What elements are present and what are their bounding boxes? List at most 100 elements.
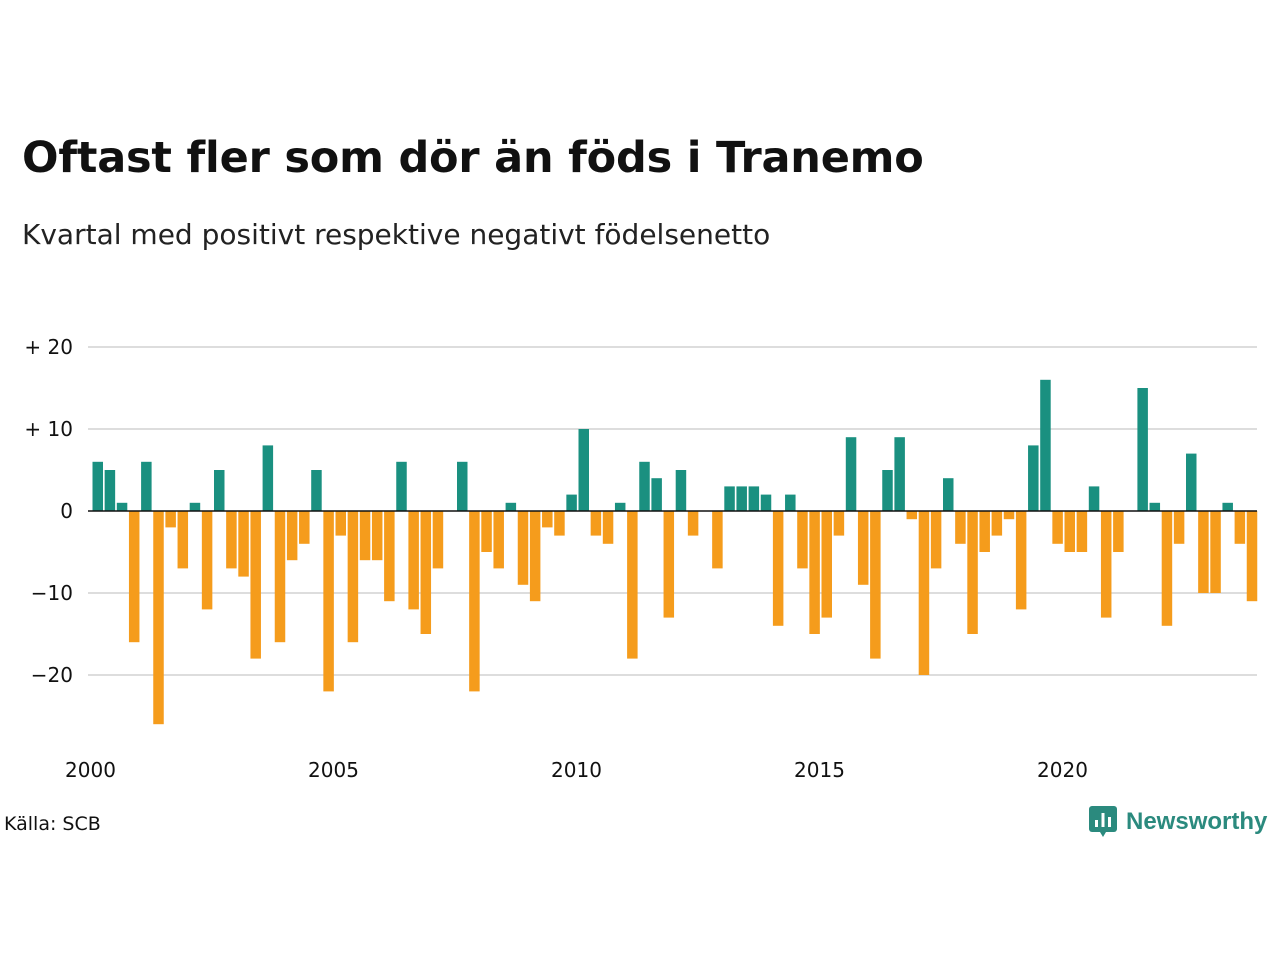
bar-negative	[359, 511, 371, 561]
bar-negative	[529, 511, 541, 602]
bar-negative	[772, 511, 784, 626]
bar-negative	[1064, 511, 1075, 552]
bar-negative	[712, 511, 723, 569]
bar-negative	[226, 511, 237, 569]
bar-positive	[116, 502, 128, 511]
bar-negative	[833, 511, 845, 536]
bar-positive	[1028, 445, 1039, 511]
bar-negative	[590, 511, 602, 536]
bar-negative	[1015, 511, 1027, 610]
bar-positive	[214, 470, 225, 511]
bar-negative	[918, 511, 930, 675]
y-tick-label: −10	[31, 581, 73, 605]
x-tick-label: 2020	[1037, 758, 1088, 782]
bar-negative	[797, 511, 808, 569]
bar-positive	[457, 461, 468, 511]
bar-positive	[845, 437, 857, 511]
bar-negative	[1246, 511, 1258, 602]
bar-positive	[505, 502, 517, 511]
bar-negative	[517, 511, 529, 585]
bar-negative	[177, 511, 189, 569]
bar-negative	[967, 511, 978, 634]
bar-negative	[335, 511, 346, 536]
bar-negative	[201, 511, 213, 610]
bar-negative	[542, 511, 553, 528]
chart-title: Oftast fler som dör än föds i Tranemo	[22, 133, 924, 183]
bar-negative	[809, 511, 820, 634]
bar-negative	[1052, 511, 1063, 544]
bar-positive	[882, 470, 893, 511]
bar-positive	[92, 461, 103, 511]
bar-negative	[384, 511, 395, 602]
bar-negative	[1161, 511, 1173, 626]
bar-negative	[274, 511, 286, 643]
bar-positive	[639, 461, 650, 511]
bar-negative	[1076, 511, 1088, 552]
bar-positive	[614, 502, 626, 511]
bar-negative	[1173, 511, 1185, 544]
y-tick-label: + 20	[24, 335, 73, 359]
bar-positive	[141, 461, 152, 511]
bar-negative	[1100, 511, 1112, 618]
bar-positive	[1137, 388, 1148, 511]
bar-negative	[955, 511, 966, 544]
bar-negative	[1113, 511, 1124, 552]
bar-negative	[347, 511, 359, 643]
bar-positive	[943, 478, 954, 511]
bar-negative	[1234, 511, 1246, 544]
bar-negative	[663, 511, 675, 618]
bar-negative	[165, 511, 176, 528]
bar-negative	[906, 511, 918, 520]
bars	[92, 379, 1258, 725]
bar-positive	[566, 494, 577, 511]
bar-positive	[1149, 502, 1161, 511]
bar-positive	[724, 486, 735, 511]
bar-positive	[311, 470, 322, 511]
bar-negative	[857, 511, 869, 585]
y-tick-label: 0	[60, 499, 73, 523]
brand-name: Newsworthy	[1126, 808, 1268, 835]
bar-positive	[262, 445, 274, 511]
chart-subtitle: Kvartal med positivt respektive negativt…	[22, 218, 771, 251]
bar-positive	[1222, 502, 1233, 511]
bar-positive	[189, 502, 201, 511]
brand-logo[interactable]: Newsworthy	[1088, 804, 1267, 840]
bar-positive	[1088, 486, 1100, 511]
bar-negative	[420, 511, 432, 634]
bar-negative	[979, 511, 990, 552]
bar-positive	[785, 494, 796, 511]
bar-negative	[469, 511, 480, 692]
bar-negative	[128, 511, 140, 643]
bar-positive	[760, 494, 772, 511]
bar-negative	[930, 511, 942, 569]
bar-chart: + 20 + 10 0 −10 −20 2000 2005 2010 2015 2020	[24, 335, 1258, 782]
bar-negative	[323, 511, 334, 692]
bar-negative	[1210, 511, 1221, 593]
bar-positive	[1040, 379, 1051, 511]
x-tick-label: 2000	[65, 758, 116, 782]
bar-negative	[1003, 511, 1015, 520]
bar-positive	[651, 478, 662, 511]
bar-negative	[687, 511, 699, 536]
bar-negative	[250, 511, 261, 659]
bar-positive	[104, 470, 116, 511]
bar-positive	[736, 486, 747, 511]
bar-negative	[286, 511, 298, 561]
source-note: Källa: SCB	[4, 813, 101, 835]
bar-negative	[602, 511, 614, 544]
y-tick-label: −20	[31, 663, 73, 687]
bar-negative	[481, 511, 492, 552]
y-tick-label: + 10	[24, 417, 73, 441]
bar-positive	[894, 437, 905, 511]
y-axis-tick-labels: + 20 + 10 0 −10 −20	[24, 335, 73, 687]
bar-negative	[1198, 511, 1209, 593]
bar-negative	[432, 511, 444, 569]
bar-negative	[153, 511, 164, 725]
bar-negative	[554, 511, 565, 536]
x-tick-label: 2005	[308, 758, 359, 782]
bar-negative	[238, 511, 249, 577]
bar-negative	[299, 511, 310, 544]
bar-negative	[821, 511, 832, 618]
bar-positive	[675, 470, 687, 511]
bar-negative	[493, 511, 504, 569]
